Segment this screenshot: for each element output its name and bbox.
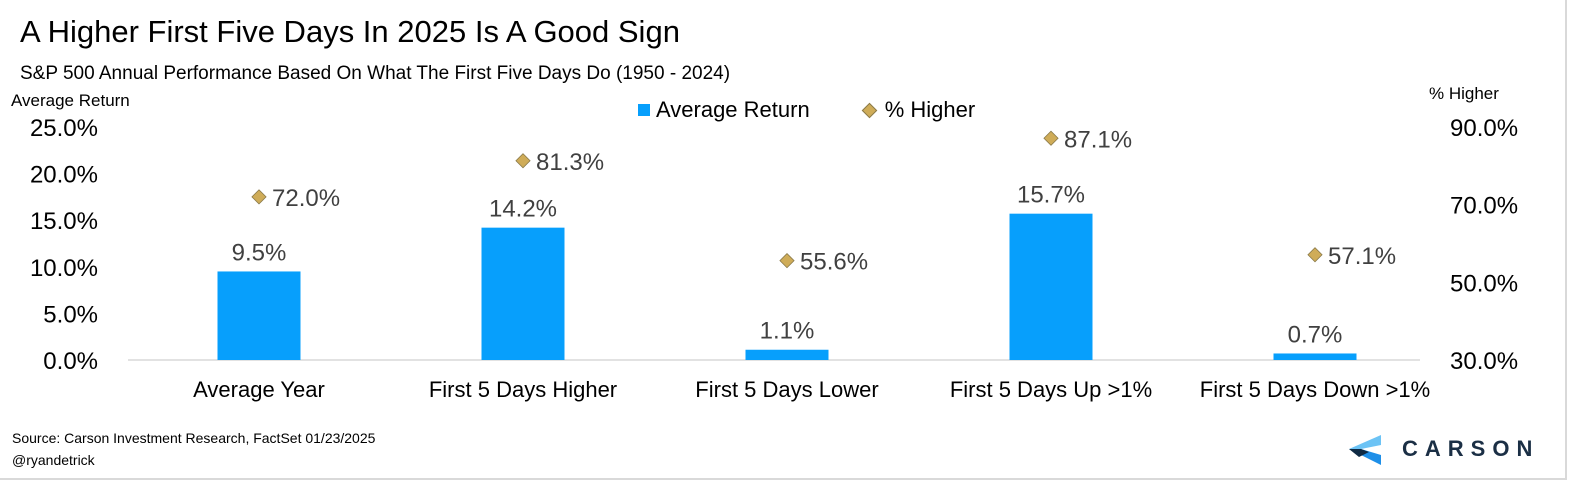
author-handle: @ryandetrick: [12, 452, 95, 468]
y-tick-left: 25.0%: [30, 115, 98, 142]
diamond-pct-higher: [1043, 130, 1059, 146]
y-axis-label-left: Average Return: [11, 91, 130, 110]
y-tick-right: 30.0%: [1450, 348, 1518, 375]
y-tick-left: 0.0%: [43, 348, 98, 375]
legend: Average Return % Higher: [638, 97, 975, 123]
chart-subtitle: S&P 500 Annual Performance Based On What…: [20, 63, 731, 84]
carson-logo-text: CARSON: [1402, 436, 1540, 461]
x-tick-label: First 5 Days Higher: [429, 377, 617, 402]
x-tick-label: Average Year: [193, 377, 325, 402]
bar-average-return: [217, 271, 301, 360]
diamond-pct-higher: [1307, 247, 1323, 263]
bar-data-label: 14.2%: [489, 196, 557, 223]
diamond-data-label: 87.1%: [1064, 126, 1132, 153]
chart-title: A Higher First Five Days In 2025 Is A Go…: [20, 14, 680, 49]
diamond-pct-higher: [515, 153, 531, 169]
legend-swatch-average-return: [638, 104, 650, 116]
bar-data-label: 0.7%: [1288, 321, 1343, 348]
bar-average-return: [745, 349, 829, 360]
x-tick-label: First 5 Days Down >1%: [1200, 377, 1430, 402]
source-note: Source: Carson Investment Research, Fact…: [12, 430, 376, 446]
y-tick-right: 50.0%: [1450, 270, 1518, 297]
bar-average-return: [1009, 213, 1093, 360]
x-tick-label: First 5 Days Lower: [695, 377, 878, 402]
y-tick-left: 5.0%: [43, 301, 98, 328]
bar-data-label: 9.5%: [232, 239, 287, 266]
bar-data-label: 15.7%: [1017, 182, 1085, 209]
bar-average-return: [481, 227, 565, 360]
diamond-pct-higher: [251, 189, 267, 205]
diamond-data-label: 81.3%: [536, 149, 604, 176]
y-tick-right: 70.0%: [1450, 193, 1518, 220]
carson-logo-icon: [1349, 435, 1381, 465]
y-tick-right: 90.0%: [1450, 115, 1518, 142]
bar-data-label: 1.1%: [760, 318, 815, 345]
y-axis-label-right: % Higher: [1429, 84, 1499, 103]
legend-label-pct-higher: % Higher: [884, 97, 976, 122]
y-tick-left: 15.0%: [30, 208, 98, 235]
x-tick-label: First 5 Days Up >1%: [950, 377, 1152, 402]
y-tick-left: 20.0%: [30, 162, 98, 189]
legend-label-average-return: Average Return: [656, 97, 810, 122]
diamond-data-label: 57.1%: [1328, 243, 1396, 270]
diamond-pct-higher: [779, 252, 795, 269]
diamond-data-label: 55.6%: [800, 249, 868, 276]
y-tick-left: 10.0%: [30, 255, 98, 282]
bar-average-return: [1273, 353, 1357, 360]
diamond-data-label: 72.0%: [272, 185, 340, 212]
